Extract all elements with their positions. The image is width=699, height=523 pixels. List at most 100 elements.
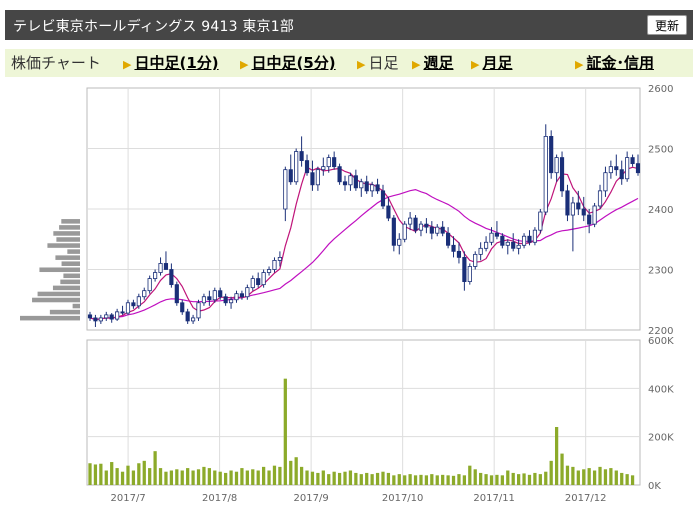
candle-body: [234, 293, 239, 301]
date-tick-label: 2017/7: [111, 493, 146, 504]
tab-label: 週足: [423, 54, 454, 72]
candle-body: [321, 166, 326, 171]
candle-body: [413, 217, 418, 231]
price-volume-profile-bar: [20, 315, 80, 321]
volume-frame: [86, 339, 641, 486]
candle-body: [603, 172, 608, 192]
volume-bar: [598, 466, 602, 485]
volume-bar: [625, 474, 629, 485]
date-tick-label: 2017/11: [473, 493, 515, 504]
tab-daily: ▶ 日足: [357, 53, 398, 75]
price-tick-label: 2300: [648, 266, 673, 277]
title-bar: テレビ東京ホールディングス 9413 東京1部 更新: [5, 10, 693, 40]
tab-intraday-5min[interactable]: ▶ 日中足(5分): [240, 53, 336, 75]
volume-bar: [316, 472, 320, 485]
candle-body: [592, 205, 597, 225]
date-tick-label: 2017/9: [294, 493, 329, 504]
price-volume-profile-bar: [49, 309, 80, 315]
volume-bar: [88, 463, 92, 485]
volume-bar: [289, 460, 293, 485]
candle-body: [489, 232, 494, 243]
volume-bar: [386, 472, 391, 485]
candle-body: [370, 184, 375, 192]
candle-body: [581, 208, 586, 216]
volume-bar: [115, 468, 119, 485]
volume-bar: [120, 471, 125, 485]
price-volume-profile-bar: [53, 231, 80, 236]
candle-body: [348, 175, 353, 186]
arrow-right-icon: ▶: [357, 58, 366, 71]
candle-body: [630, 157, 635, 165]
volume-bar: [261, 466, 266, 485]
volume-tick-label: 200K: [648, 433, 674, 444]
price-tick-label: 2500: [648, 145, 673, 156]
volume-bar: [110, 462, 114, 485]
price-volume-profile-bar: [61, 219, 80, 224]
volume-bar: [565, 465, 570, 485]
volume-bar: [603, 469, 608, 485]
candle-body: [462, 256, 467, 282]
tab-monthly[interactable]: ▶ 月足: [471, 53, 512, 75]
candle-body: [120, 311, 125, 314]
volume-bar: [587, 468, 591, 485]
volume-bar: [517, 474, 521, 485]
volume-bar: [451, 475, 456, 485]
volume-bar: [169, 470, 174, 485]
candle-body: [109, 314, 114, 320]
candle-body: [576, 202, 581, 210]
volume-bar: [560, 453, 564, 485]
candle-body: [467, 266, 472, 283]
date-tick-label: 2017/12: [565, 493, 607, 504]
volume-bar: [207, 468, 211, 485]
candle-body: [272, 260, 277, 270]
candle-body: [304, 160, 310, 174]
volume-bar: [245, 470, 249, 485]
volume-bar: [430, 474, 434, 485]
candle-body: [163, 263, 169, 270]
volume-bar: [202, 466, 206, 485]
volume-tick-label: 600K: [648, 336, 674, 347]
volume-bar: [441, 474, 445, 485]
candle-body: [277, 256, 282, 261]
volume-bar: [527, 474, 532, 485]
tab-weekly[interactable]: ▶ 週足: [412, 53, 453, 75]
candle-body: [180, 302, 185, 313]
price-tick-label: 2400: [648, 205, 673, 216]
candle-body: [375, 184, 380, 192]
tab-label: 証金･信用: [586, 54, 654, 72]
volume-bar: [365, 472, 369, 485]
candle-body: [565, 190, 570, 216]
candle-body: [228, 299, 234, 304]
refresh-button[interactable]: 更新: [646, 15, 687, 35]
volume-bar: [283, 378, 287, 485]
candle-body: [332, 157, 337, 168]
volume-bar: [511, 472, 515, 485]
tab-intraday-1min[interactable]: ▶ 日中足(1分): [123, 53, 219, 75]
arrow-right-icon: ▶: [471, 58, 480, 71]
tab-label: 日足: [368, 54, 399, 72]
volume-bar: [131, 470, 136, 485]
volume-bar: [500, 475, 504, 485]
candle-body: [635, 163, 641, 174]
candle-body: [483, 241, 489, 249]
volume-bar: [251, 469, 255, 485]
candle-body: [174, 284, 179, 304]
candle-body: [516, 244, 521, 249]
volume-bar: [104, 470, 108, 485]
price-volume-profile-bar: [37, 291, 80, 297]
volume-bar: [446, 475, 450, 485]
candle-body: [500, 235, 505, 246]
volume-bar: [484, 474, 488, 485]
volume-bar: [413, 475, 418, 485]
tab-label: 月足: [482, 54, 513, 72]
candle-body: [196, 302, 201, 319]
candle-body: [554, 157, 559, 174]
candle-body: [250, 278, 255, 289]
candle-body: [532, 229, 537, 243]
volume-bar: [538, 474, 542, 485]
candle-body: [456, 250, 462, 258]
candle-body: [326, 157, 331, 168]
candle-body: [478, 247, 483, 255]
tab-margin-credit[interactable]: ▶ 証金･信用: [575, 53, 654, 75]
